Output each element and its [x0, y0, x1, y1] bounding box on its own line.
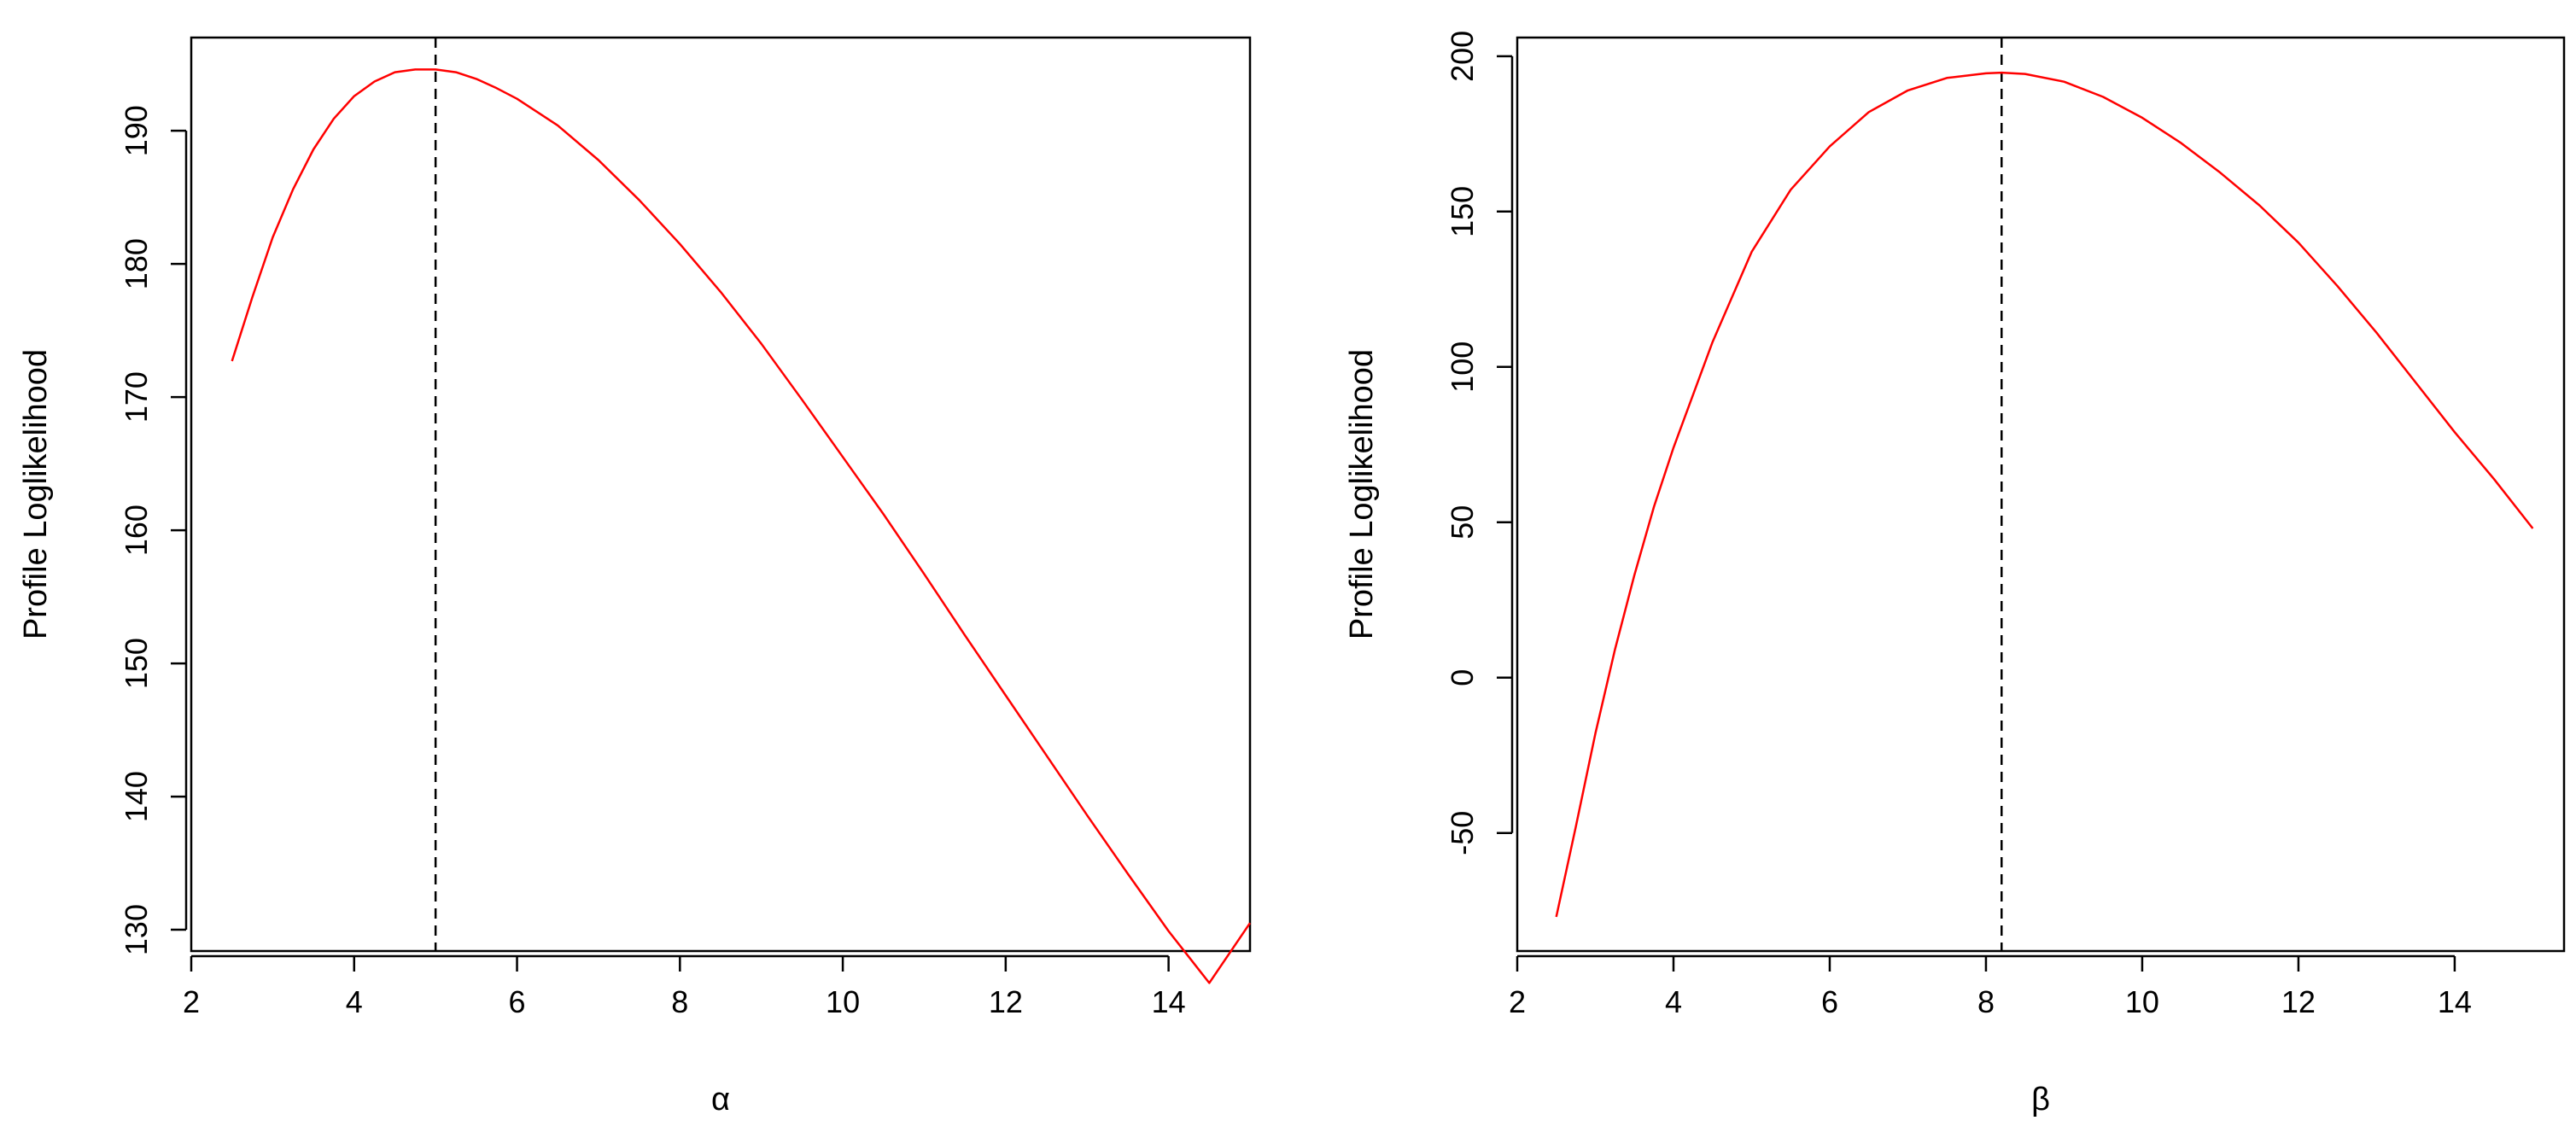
chart1-x-tick-label: 6: [509, 984, 526, 1019]
chart1-y-tick-label: 190: [119, 105, 154, 156]
chart2-x-tick-label: 14: [2438, 984, 2472, 1019]
chart2-x-tick-label: 4: [1665, 984, 1682, 1019]
chart2-plot-frame: [1516, 36, 2566, 953]
chart1-x-tick-label: 8: [671, 984, 688, 1019]
chart2-y-tick-label: 200: [1445, 31, 1480, 82]
chart1-x-tick-label: 14: [1152, 984, 1186, 1019]
chart2-x-tick-label: 10: [2125, 984, 2159, 1019]
chart2-series-line-1: [1555, 71, 2534, 918]
chart1-y-axis-title: Profile Loglikelihood: [18, 349, 54, 639]
chart2-y-tick-label: 0: [1445, 669, 1480, 686]
chart2-x-tick-label: 8: [1977, 984, 1995, 1019]
chart2-x-axis-title: β: [2031, 1082, 2050, 1118]
chart2-x-tick-label: 6: [1821, 984, 1838, 1019]
chart1-x-tick-label: 10: [826, 984, 860, 1019]
chart1-y-tick-label: 170: [119, 371, 154, 423]
chart2-y-tick-label: 150: [1445, 186, 1480, 237]
chart1-series-line-1: [231, 68, 1252, 984]
chart1-y-tick-label: 150: [119, 638, 154, 689]
chart1-x-tick-label: 12: [989, 984, 1023, 1019]
chart1-x-tick-label: 2: [183, 984, 200, 1019]
chart1-y-tick-label: 180: [119, 238, 154, 289]
chart2-x-tick-label: 12: [2281, 984, 2316, 1019]
chart1-y-tick-label: 160: [119, 505, 154, 556]
chart2-y-tick-label: 50: [1445, 505, 1480, 540]
chart2-y-tick-label: -50: [1445, 811, 1480, 855]
chart1-y-tick-label: 130: [119, 904, 154, 955]
chart1-x-axis-title: α: [711, 1082, 730, 1118]
chart2-y-tick-label: 100: [1445, 341, 1480, 393]
chart1-plot-frame: [190, 36, 1252, 953]
chart2-y-axis-title: Profile Loglikelihood: [1344, 349, 1380, 639]
chart2-x-tick-label: 2: [1509, 984, 1526, 1019]
chart1-y-tick-label: 140: [119, 771, 154, 822]
chart1-x-tick-label: 4: [346, 984, 363, 1019]
